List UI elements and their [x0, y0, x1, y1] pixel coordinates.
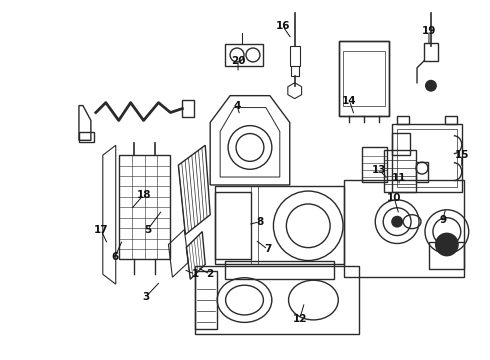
Bar — [340, 41, 389, 116]
Bar — [215, 186, 344, 264]
Bar — [343, 51, 385, 105]
Text: 13: 13 — [372, 165, 387, 175]
Text: 15: 15 — [455, 150, 469, 160]
Text: 12: 12 — [293, 314, 307, 324]
Bar — [397, 129, 457, 187]
Bar — [182, 100, 195, 117]
Bar — [225, 44, 263, 66]
Bar — [196, 271, 217, 329]
Text: 16: 16 — [275, 21, 290, 31]
Bar — [119, 155, 171, 260]
Text: 20: 20 — [231, 56, 245, 66]
Bar — [79, 132, 94, 142]
Text: 8: 8 — [256, 217, 264, 227]
Bar — [196, 266, 359, 334]
Text: 14: 14 — [342, 96, 357, 105]
Text: 18: 18 — [136, 190, 151, 200]
Bar — [397, 117, 409, 125]
Text: 2: 2 — [207, 269, 214, 279]
Text: 9: 9 — [440, 215, 446, 225]
Bar — [344, 180, 464, 277]
Bar — [340, 41, 389, 116]
Bar — [424, 43, 438, 61]
Bar — [215, 192, 251, 260]
Circle shape — [435, 233, 459, 256]
Bar — [362, 147, 387, 182]
Bar — [225, 261, 335, 279]
Text: 19: 19 — [422, 26, 436, 36]
Text: 17: 17 — [94, 225, 108, 235]
Text: 6: 6 — [111, 252, 119, 262]
Bar — [429, 242, 464, 269]
Bar — [290, 46, 300, 66]
Circle shape — [425, 80, 437, 92]
Bar — [392, 125, 462, 192]
Circle shape — [391, 216, 403, 228]
Bar — [445, 117, 457, 125]
Text: 11: 11 — [392, 173, 406, 183]
Text: 4: 4 — [233, 100, 241, 111]
Bar — [384, 150, 416, 192]
Text: 10: 10 — [387, 193, 401, 203]
Text: 3: 3 — [142, 292, 149, 302]
Bar — [392, 133, 410, 155]
Bar — [416, 162, 428, 182]
Text: 1: 1 — [192, 269, 199, 279]
Text: 7: 7 — [264, 244, 271, 255]
Text: 5: 5 — [144, 225, 151, 235]
Bar — [251, 186, 258, 264]
